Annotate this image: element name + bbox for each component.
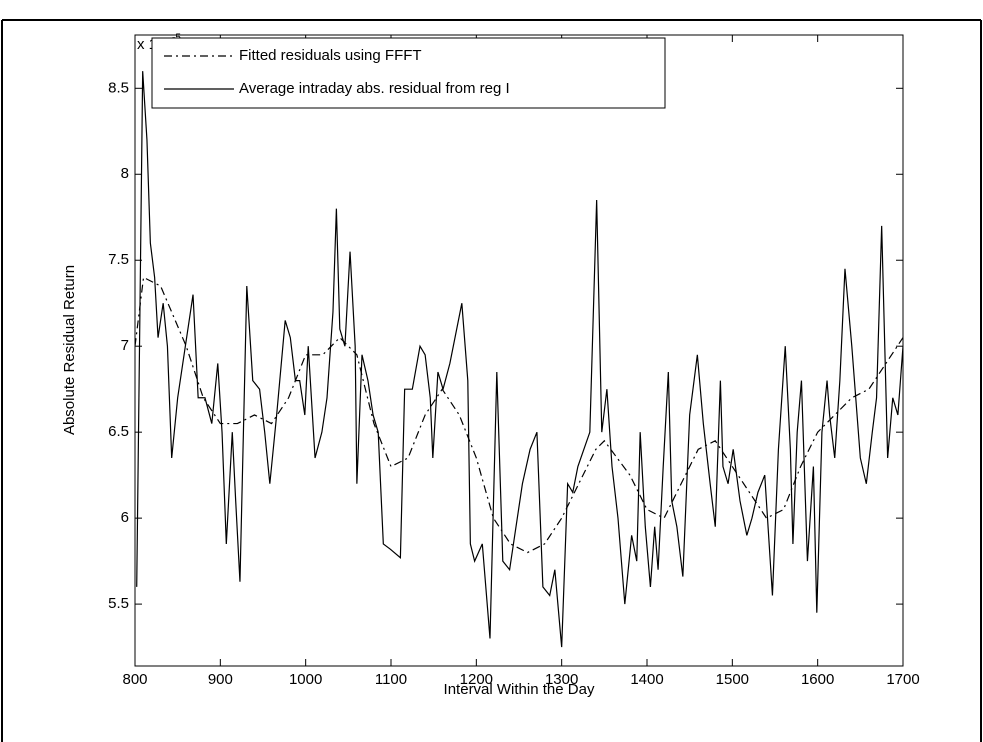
x-tick-label: 1400 (630, 671, 663, 688)
series-line (136, 71, 903, 648)
y-tick-label: 7 (121, 337, 129, 354)
legend-label: Average intraday abs. residual from reg … (239, 80, 510, 97)
legend-box (151, 37, 666, 109)
y-tick-label: 6.5 (108, 423, 129, 440)
x-tick-label: 1100 (375, 671, 407, 688)
x-tick-label: 900 (208, 671, 233, 688)
x-tick-label: 800 (122, 671, 147, 688)
y-tick-label: 8 (121, 165, 129, 182)
x-tick-label: 1300 (545, 671, 578, 688)
x-axis-label: Interval Within the Day (444, 681, 595, 698)
x-tick-label: 1600 (801, 671, 834, 688)
x-tick-label: 1500 (716, 671, 749, 688)
y-axis-label: Absolute Residual Return (61, 265, 78, 435)
series-line (135, 276, 903, 554)
y-tick-label: 6 (121, 509, 129, 526)
x-tick-label: 1200 (460, 671, 493, 688)
y-tick-label: 5.5 (108, 595, 129, 612)
legend: Fitted residuals using FFFT Average intra… (151, 37, 666, 109)
x-tick-label: 1700 (886, 671, 919, 688)
y-tick-label: 7.5 (108, 251, 129, 268)
legend-label: Fitted residuals using FFFT (239, 47, 422, 64)
plot-frame (134, 34, 904, 667)
y-tick-label: 8.5 (108, 79, 129, 96)
x-tick-label: 1000 (289, 671, 322, 688)
